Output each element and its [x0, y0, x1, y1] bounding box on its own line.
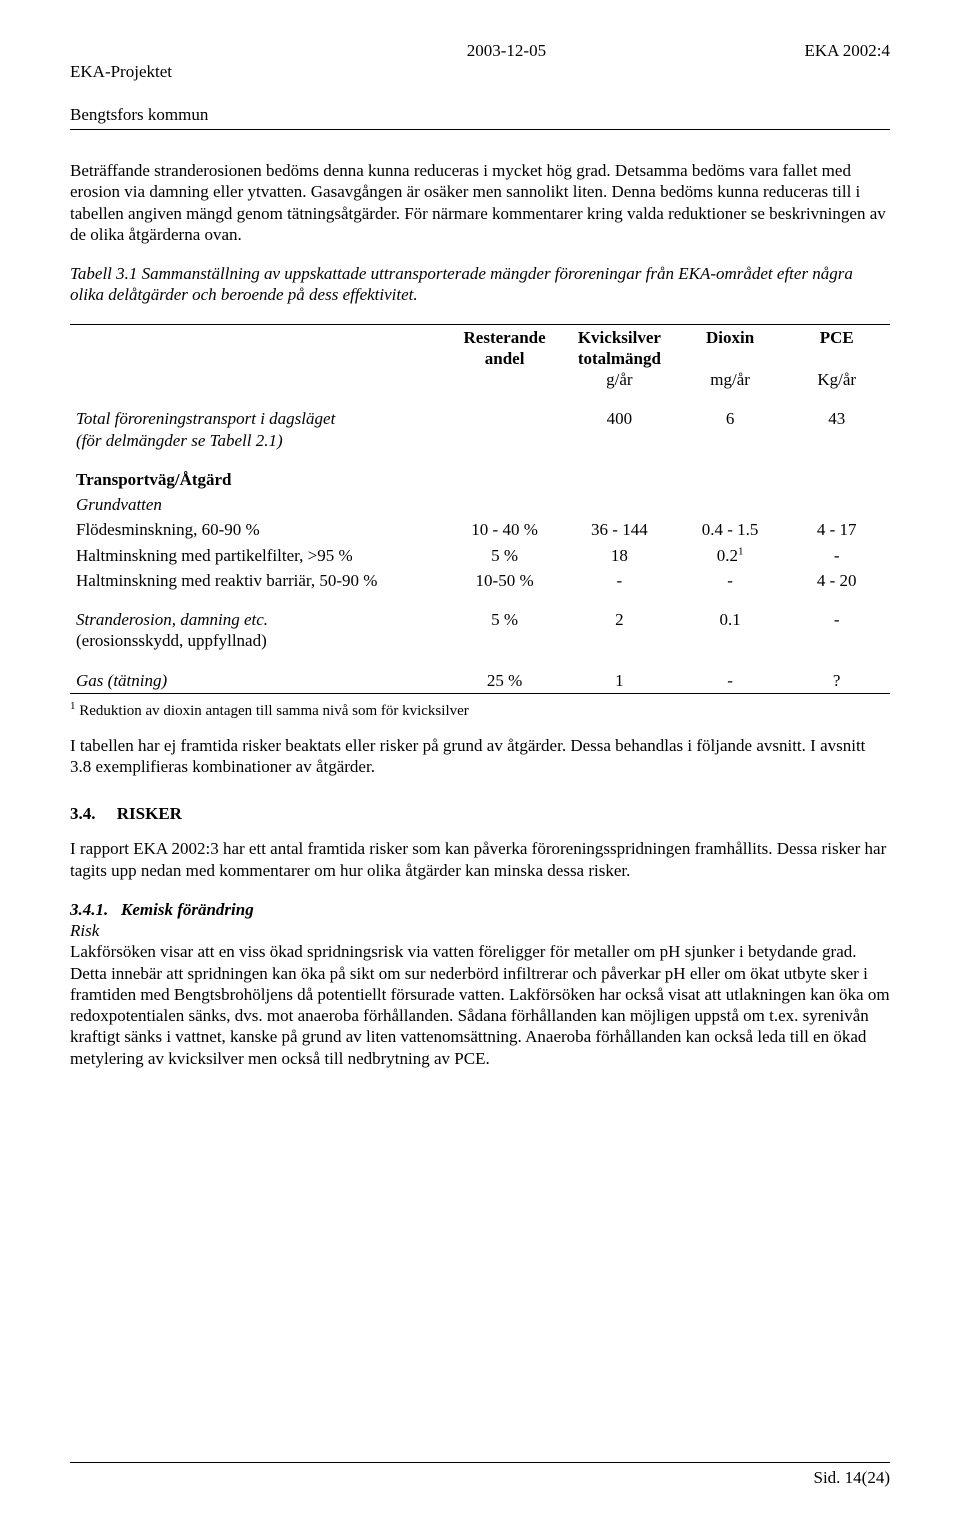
row-strand-hg: 2 [562, 607, 677, 654]
row-flow-dio: 0.4 - 1.5 [677, 517, 784, 542]
col-hg-l2: totalmängd [578, 349, 661, 368]
row-partikel-dio-sup: 1 [738, 545, 744, 557]
row-flow: Flödesminskning, 60-90 % 10 - 40 % 36 - … [70, 517, 890, 542]
row-partikel-pce: - [783, 543, 890, 568]
col-rest-l2: andel [485, 349, 525, 368]
col-rest-l1: Resterande [464, 328, 546, 347]
row-reaktiv-label: Haltminskning med reaktiv barriär, 50-90… [70, 568, 447, 593]
header-left: EKA-Projektet Bengtsfors kommun [70, 40, 208, 125]
section-3-4-heading: 3.4. RISKER [70, 803, 890, 824]
col-dio-l1: Dioxin [706, 328, 754, 347]
row-gas-label: Gas [76, 671, 103, 690]
row-reaktiv-rest: 10-50 % [447, 568, 562, 593]
row-gas-dio: - [677, 668, 784, 694]
table-caption: Tabell 3.1 Sammanställning av uppskattad… [70, 263, 890, 306]
row-strand-l2: (erosionsskydd, uppfyllnad) [76, 631, 267, 650]
row-grundvatten-heading: Grundvatten [70, 492, 890, 517]
header-docid: EKA 2002:4 [805, 40, 890, 125]
row-partikel-dio-val: 0.2 [717, 546, 738, 565]
section-3-4-1-num: 3.4.1. [70, 900, 108, 919]
risk-label: Risk [70, 920, 890, 941]
row-total-hg: 400 [562, 406, 677, 453]
row-total-l1: Total föroreningstransport i dagsläget [76, 409, 335, 428]
row-flow-label: Flödesminskning, 60-90 % [70, 517, 447, 542]
row-transport-heading: Transportväg/Åtgärd [70, 467, 890, 492]
col-dio-l3: mg/år [710, 370, 750, 389]
footnote-text: Reduktion av dioxin antagen till samma n… [76, 703, 469, 719]
grundvatten-heading: Grundvatten [70, 492, 447, 517]
row-flow-pce: 4 - 17 [783, 517, 890, 542]
data-table: Resterande andel Kvicksilver totalmängd … [70, 324, 890, 694]
section-3-4-1-title: Kemisk förändring [121, 900, 254, 919]
paragraph-3-4-1: Lakförsöken visar att en viss ökad sprid… [70, 941, 890, 1069]
row-strand: Stranderosion, damning etc. (erosionssky… [70, 607, 890, 654]
row-reaktiv-hg: - [562, 568, 677, 593]
row-flow-hg: 36 - 144 [562, 517, 677, 542]
row-reaktiv-pce: 4 - 20 [783, 568, 890, 593]
transport-heading: Transportväg/Åtgärd [70, 467, 447, 492]
page-footer: Sid. 14(24) [70, 1462, 890, 1488]
row-gas-hg: 1 [562, 668, 677, 694]
row-total-l2: (för delmängder se Tabell 2.1) [76, 431, 283, 450]
paragraph-intro: Beträffande stranderosionen bedöms denna… [70, 160, 890, 245]
section-3-4-num: 3.4. [70, 804, 96, 823]
row-total-pce: 43 [783, 406, 890, 453]
row-strand-l1: Stranderosion, damning etc. [76, 610, 268, 629]
row-total: Total föroreningstransport i dagsläget (… [70, 406, 890, 453]
row-partikel-hg: 18 [562, 543, 677, 568]
row-gas-suffix: (tätning) [103, 671, 167, 690]
col-hg-l3: g/år [606, 370, 632, 389]
row-reaktiv-dio: - [677, 568, 784, 593]
row-total-dio: 6 [677, 406, 784, 453]
header-date: 2003-12-05 [467, 40, 546, 125]
row-reaktiv: Haltminskning med reaktiv barriär, 50-90… [70, 568, 890, 593]
row-strand-dio: 0.1 [677, 607, 784, 654]
col-pce-l1: PCE [820, 328, 854, 347]
page: EKA-Projektet Bengtsfors kommun 2003-12-… [0, 0, 960, 1518]
col-hg-l1: Kvicksilver [578, 328, 661, 347]
row-gas: Gas (tätning) 25 % 1 - ? [70, 668, 890, 694]
page-header: EKA-Projektet Bengtsfors kommun 2003-12-… [70, 40, 890, 130]
paragraph-after-table: I tabellen har ej framtida risker beakta… [70, 735, 890, 778]
row-strand-pce: - [783, 607, 890, 654]
header-municipality: Bengtsfors kommun [70, 105, 208, 124]
table-footnote: 1 Reduktion av dioxin antagen till samma… [70, 700, 890, 721]
row-gas-pce: ? [783, 668, 890, 694]
row-partikel-label: Haltminskning med partikelfilter, >95 % [70, 543, 447, 568]
col-pce-l3: Kg/år [817, 370, 856, 389]
row-partikel-dio: 0.21 [677, 543, 784, 568]
page-number: Sid. 14(24) [814, 1468, 891, 1487]
section-3-4-title: RISKER [117, 804, 182, 823]
row-strand-rest: 5 % [447, 607, 562, 654]
section-3-4-1-heading: 3.4.1. Kemisk förändring [70, 899, 890, 920]
row-partikel-rest: 5 % [447, 543, 562, 568]
row-flow-rest: 10 - 40 % [447, 517, 562, 542]
row-gas-rest: 25 % [447, 668, 562, 694]
header-project: EKA-Projektet [70, 62, 172, 81]
paragraph-3-4: I rapport EKA 2002:3 har ett antal framt… [70, 838, 890, 881]
table-header-row: Resterande andel Kvicksilver totalmängd … [70, 324, 890, 392]
row-partikel: Haltminskning med partikelfilter, >95 % … [70, 543, 890, 568]
